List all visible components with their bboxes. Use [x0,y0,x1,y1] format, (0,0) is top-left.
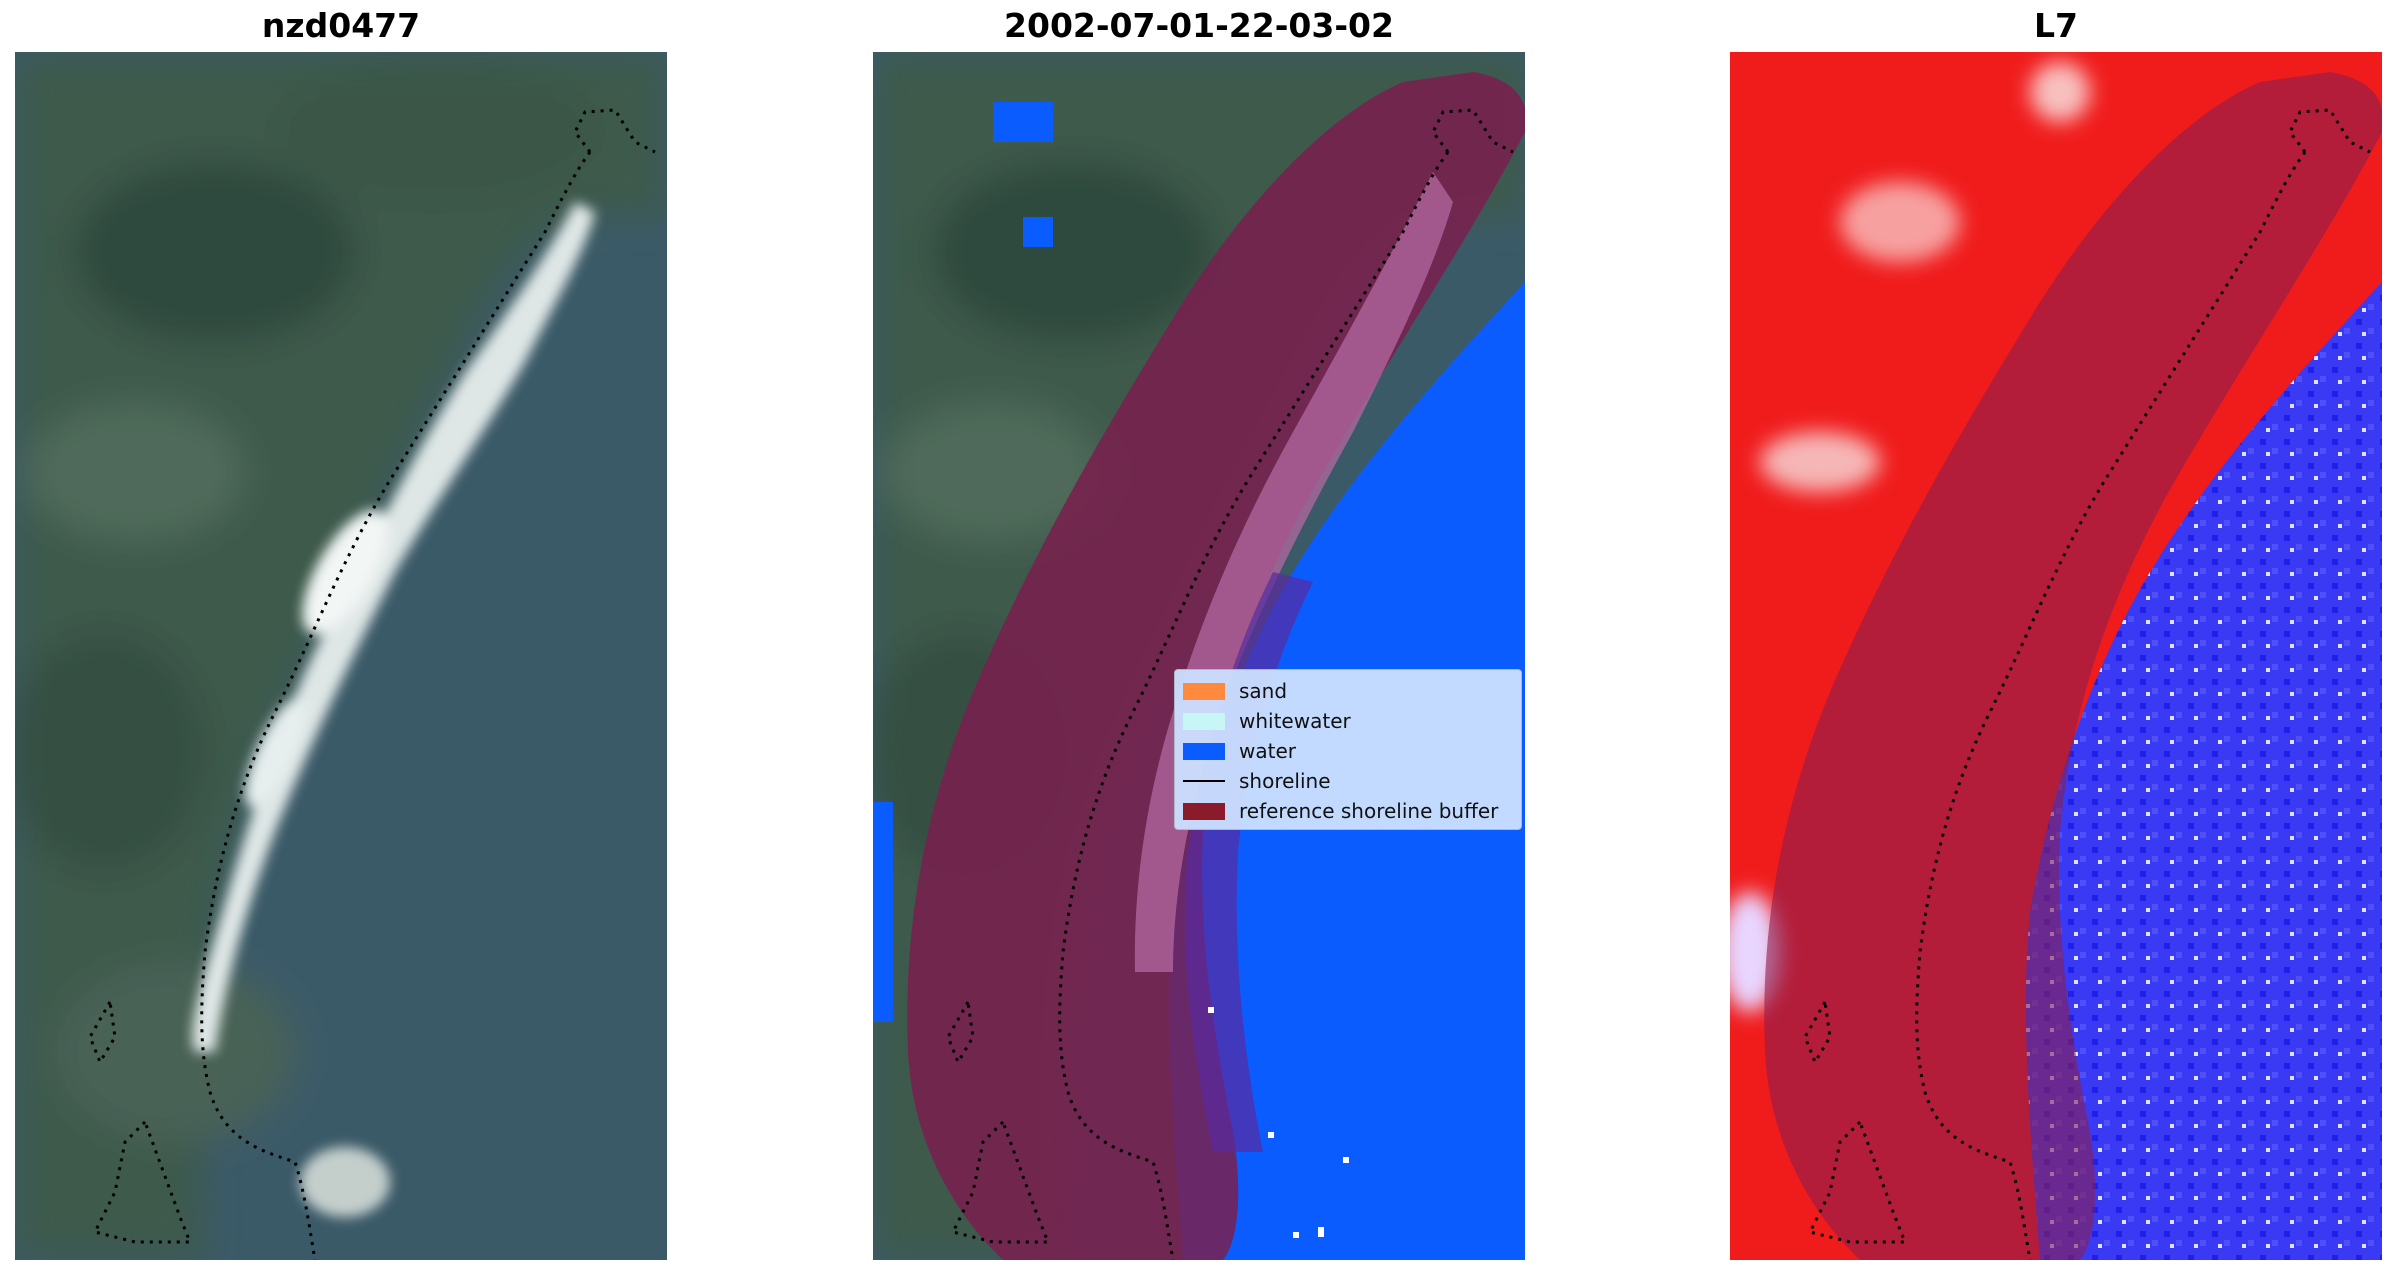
whitewater-swatch [1183,712,1225,730]
reference-shoreline-buffer [1764,72,2382,1260]
buffer-swatch [1183,802,1225,820]
classification-panel [873,52,1525,1260]
legend-label-whitewater: whitewater [1239,709,1351,733]
panel-title-date: 2002-07-01-22-03-02 [1004,6,1394,45]
legend-item-buffer: reference shoreline buffer [1183,796,1513,826]
legend-label-sand: sand [1239,679,1288,703]
legend-label-water: water [1239,739,1296,763]
rgb-image-panel [15,52,667,1260]
classification-overlay [873,52,1525,1260]
legend-item-water: water [1183,736,1513,766]
legend-label-shoreline: shoreline [1239,769,1331,793]
panel-title-image: nzd0477 [261,6,421,45]
legend-label-buffer: reference shoreline buffer [1239,799,1499,823]
legend-item-sand: sand [1183,676,1513,706]
classification-legend: sand whitewater water shoreline referenc… [1174,669,1522,830]
water-swatch [1183,742,1225,760]
legend-item-whitewater: whitewater [1183,706,1513,736]
sand-swatch [1183,682,1225,700]
panel-title-satellite: L7 [2034,6,2078,45]
index-image-panel [1730,52,2382,1260]
water-index-image [1730,52,2382,1260]
rgb-satellite-image [15,52,667,1260]
legend-item-shoreline: shoreline [1183,766,1513,796]
shoreline-line-swatch [1183,780,1225,782]
